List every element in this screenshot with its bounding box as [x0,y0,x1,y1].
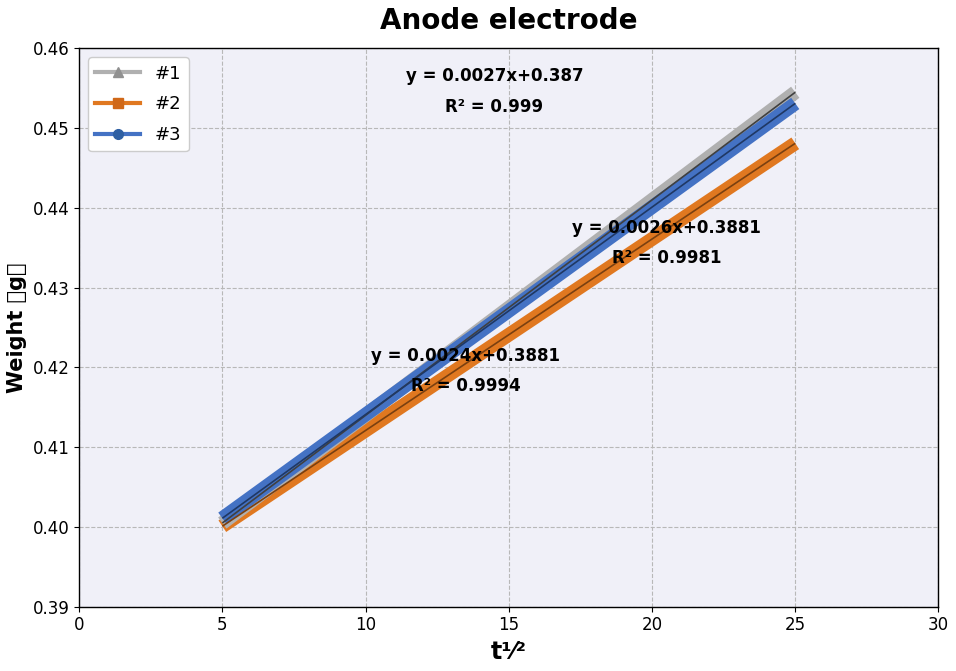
X-axis label: t¹⁄²: t¹⁄² [490,640,527,664]
Text: R² = 0.999: R² = 0.999 [445,97,544,115]
Text: R² = 0.9981: R² = 0.9981 [612,249,721,267]
Text: y = 0.0024x+0.3881: y = 0.0024x+0.3881 [371,346,560,364]
Text: R² = 0.9994: R² = 0.9994 [411,377,521,395]
Y-axis label: Weight （g）: Weight （g） [7,262,27,393]
Legend: #1, #2, #3: #1, #2, #3 [88,58,188,151]
Text: y = 0.0026x+0.3881: y = 0.0026x+0.3881 [572,219,761,237]
Title: Anode electrode: Anode electrode [380,7,638,35]
Text: y = 0.0027x+0.387: y = 0.0027x+0.387 [405,67,583,85]
